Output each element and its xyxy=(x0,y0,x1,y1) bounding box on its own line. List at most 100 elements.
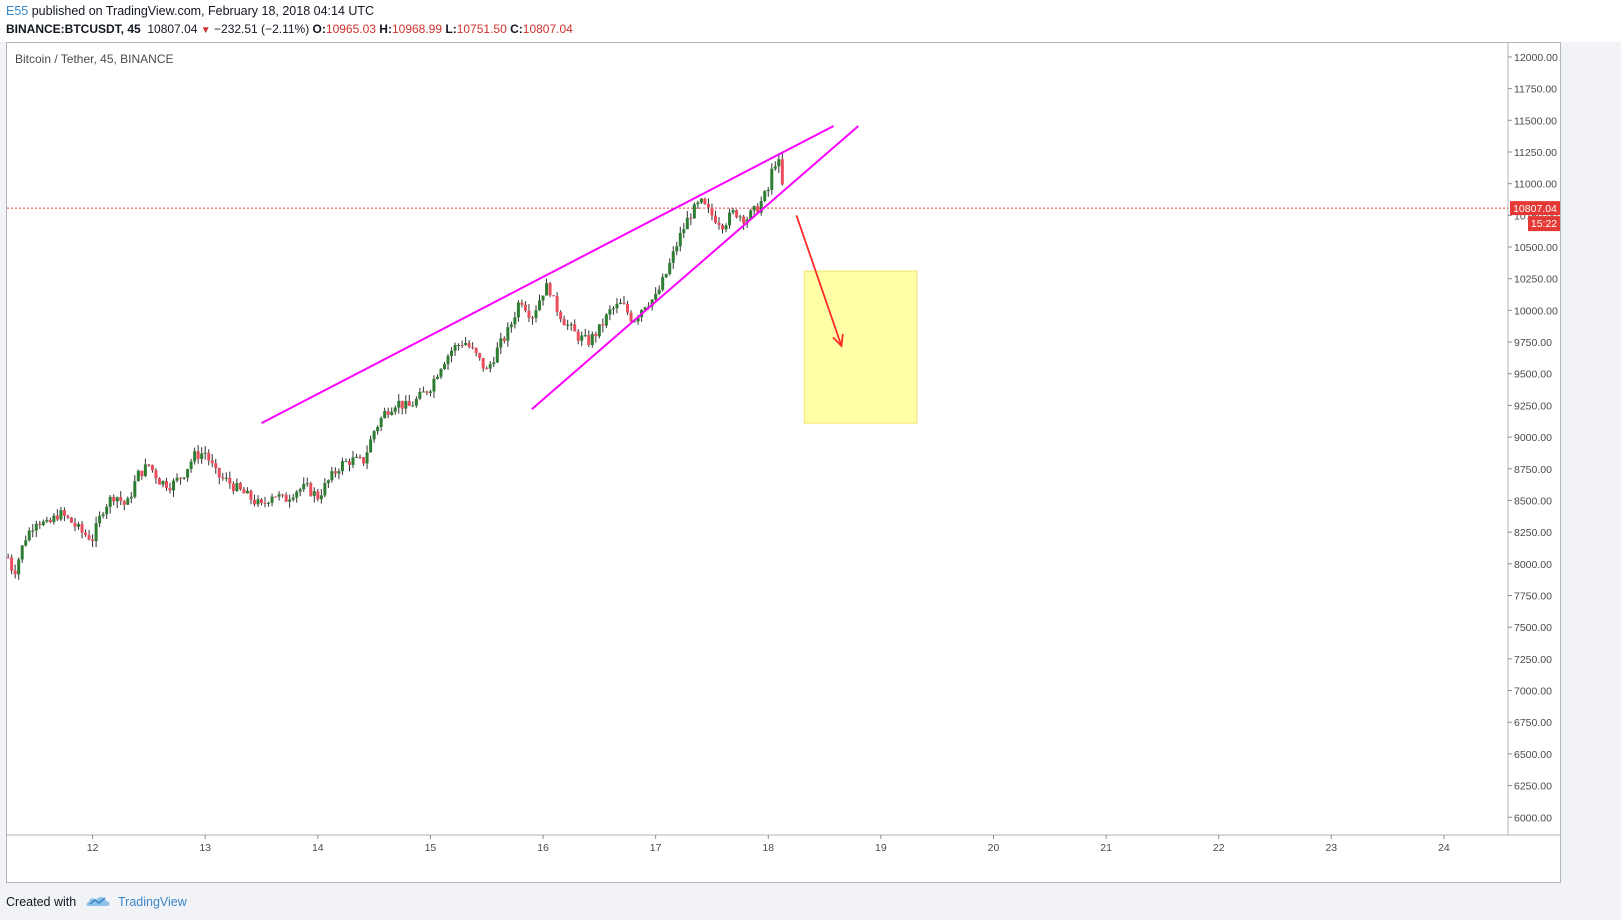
candle-up xyxy=(759,200,763,213)
candle-down xyxy=(238,483,242,490)
candle-up xyxy=(506,327,510,341)
y-tick-label: 8750.00 xyxy=(1514,464,1552,476)
candle-down xyxy=(210,460,214,464)
candle-down xyxy=(221,477,225,479)
candle-down xyxy=(742,216,746,224)
price-chart[interactable]: 12000.00 11750.00 11500.00 11250.00 11000.00… xyxy=(0,0,1621,884)
candle-down xyxy=(122,500,126,505)
candle-up xyxy=(94,523,98,542)
candle-down xyxy=(467,342,471,347)
candle-up xyxy=(133,481,137,497)
y-tick-label: 8000.00 xyxy=(1514,559,1552,571)
y-tick-label: 8250.00 xyxy=(1514,527,1552,539)
candle-up xyxy=(453,345,457,351)
x-tick-label: 17 xyxy=(650,842,662,854)
close-label: C: xyxy=(510,22,523,36)
candle-down xyxy=(147,464,151,466)
candle-up xyxy=(633,321,637,323)
candle-up xyxy=(267,502,271,504)
down-arrow-line[interactable] xyxy=(795,215,843,347)
candle-down xyxy=(140,470,144,477)
candle-up xyxy=(590,333,594,345)
candle-up xyxy=(696,202,700,205)
down-triangle-icon: ▼ xyxy=(200,25,211,36)
candle-down xyxy=(316,491,320,500)
candle-up xyxy=(277,494,281,497)
candle-up xyxy=(566,324,570,326)
candle-down xyxy=(735,210,739,218)
high-label: H: xyxy=(379,22,392,36)
candle-up xyxy=(661,277,665,290)
candle-up xyxy=(414,398,418,406)
target-zone-box[interactable] xyxy=(803,270,918,424)
candle-up xyxy=(186,469,190,478)
candle-down xyxy=(478,353,482,358)
y-tick-label: 10000.00 xyxy=(1514,305,1558,317)
y-tick-label: 7250.00 xyxy=(1514,654,1552,666)
author-link[interactable]: E55 xyxy=(6,4,29,18)
candle-down xyxy=(587,335,591,345)
candle-down xyxy=(260,499,264,504)
candle-down xyxy=(562,319,566,326)
ohlc-info: BINANCE:BTCUSDT, 45 10807.04 ▼ −232.51 (… xyxy=(6,22,573,36)
candle-down xyxy=(622,302,626,304)
candle-up xyxy=(379,418,383,428)
low-value: 10751.50 xyxy=(456,22,507,36)
y-tick-label: 10500.00 xyxy=(1514,242,1558,254)
change-value: −232.51 (−2.11%) xyxy=(214,22,310,36)
candle-up xyxy=(428,391,432,393)
candle-up xyxy=(513,317,517,325)
candle-up xyxy=(59,510,63,520)
low-label: L: xyxy=(445,22,457,36)
candle-up xyxy=(108,496,112,507)
candle-down xyxy=(358,456,362,458)
candle-up xyxy=(597,324,601,337)
candle-up xyxy=(773,166,777,169)
candle-up xyxy=(569,324,573,326)
candle-up xyxy=(323,483,327,496)
x-tick-label: 13 xyxy=(199,842,211,854)
candle-up xyxy=(369,439,373,453)
arrow-head-icon xyxy=(832,333,844,348)
candle-up xyxy=(305,483,309,485)
candle-up xyxy=(136,470,140,482)
candle-up xyxy=(326,480,330,484)
x-tick-label: 22 xyxy=(1213,842,1225,854)
candle-up xyxy=(583,335,587,337)
candle-down xyxy=(460,344,464,346)
candle-down xyxy=(573,324,577,332)
candle-down xyxy=(706,203,710,208)
candle-down xyxy=(87,535,91,540)
candle-up xyxy=(749,210,753,220)
candle-up xyxy=(604,314,608,326)
tradingview-link[interactable]: TradingView xyxy=(118,895,187,909)
y-tick-label: 7500.00 xyxy=(1514,622,1552,634)
candle-up xyxy=(330,471,334,481)
candle-up xyxy=(770,168,774,190)
upper-trendline[interactable] xyxy=(261,125,835,425)
candle-up xyxy=(541,295,545,301)
candle-up xyxy=(728,212,732,226)
candle-down xyxy=(474,348,478,354)
candle-down xyxy=(112,496,116,502)
y-tick-label: 12000.00 xyxy=(1514,52,1558,64)
candle-up xyxy=(126,498,130,505)
candle-down xyxy=(471,346,475,349)
candle-up xyxy=(175,477,179,481)
candle-up xyxy=(256,499,260,505)
candle-up xyxy=(302,484,306,490)
candle-up xyxy=(643,307,647,310)
candle-down xyxy=(263,503,267,505)
candle-up xyxy=(393,407,397,412)
candle-up xyxy=(545,283,549,296)
candle-up xyxy=(291,497,295,500)
x-tick-label: 24 xyxy=(1438,842,1450,854)
candle-up xyxy=(538,300,542,311)
y-tick-label: 7750.00 xyxy=(1514,590,1552,602)
candle-up xyxy=(200,453,204,460)
x-tick-label: 16 xyxy=(537,842,549,854)
lower-trendline[interactable] xyxy=(531,125,860,410)
symbol-label: BINANCE:BTCUSDT, 45 xyxy=(6,22,141,36)
candle-up xyxy=(17,559,21,575)
candle-down xyxy=(154,470,158,479)
